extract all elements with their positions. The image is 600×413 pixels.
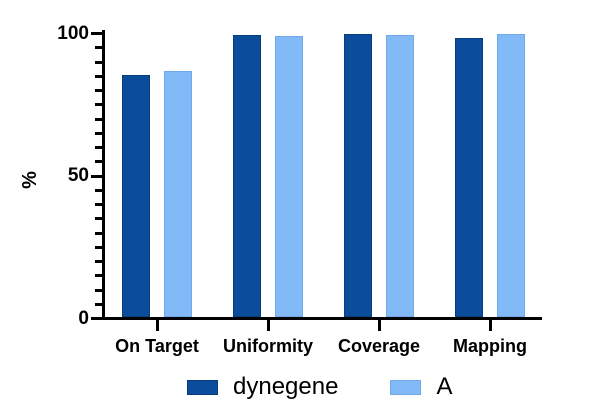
- y-minor-tick: [95, 74, 102, 78]
- y-minor-tick: [95, 245, 102, 249]
- y-major-tick: [91, 32, 102, 35]
- legend-item-a: A: [390, 373, 452, 401]
- y-minor-tick: [95, 203, 102, 206]
- y-minor-tick: [95, 131, 102, 135]
- legend-swatch-a: [390, 379, 422, 395]
- y-axis-line: [102, 30, 105, 320]
- bar-a-uniformity: [275, 36, 303, 317]
- y-minor-tick: [95, 89, 102, 92]
- x-category-label-coverage: Coverage: [337, 336, 421, 356]
- x-tick: [155, 320, 159, 331]
- bar-dynegene-uniformity: [233, 35, 261, 317]
- y-minor-tick: [95, 302, 102, 306]
- y-minor-tick: [95, 260, 102, 263]
- legend-label-a: A: [436, 373, 453, 400]
- legend-item-dynegene: dynegene: [187, 373, 338, 401]
- bar-dynegene-mapping: [455, 38, 483, 317]
- x-category-label-mapping: Mapping: [453, 336, 527, 356]
- x-tick: [266, 320, 270, 331]
- legend-swatch-dynegene: [187, 379, 218, 395]
- bar-a-mapping: [497, 34, 525, 317]
- x-category-label-uniformity: Uniformity: [223, 336, 313, 356]
- y-tick-label: 50: [67, 165, 89, 186]
- y-minor-tick: [95, 160, 102, 164]
- legend: dynegene A: [187, 373, 452, 401]
- bar-a-coverage: [386, 34, 414, 317]
- y-minor-tick: [95, 217, 102, 221]
- y-minor-tick: [95, 146, 102, 149]
- y-minor-tick: [95, 274, 102, 278]
- x-category-label-on-target: On Target: [115, 336, 199, 356]
- y-minor-tick: [95, 188, 102, 192]
- x-tick: [377, 320, 381, 331]
- legend-label-dynegene: dynegene: [233, 373, 339, 400]
- y-tick-label: 100: [57, 22, 89, 44]
- bar-dynegene-coverage: [344, 34, 372, 317]
- y-tick-label: 0: [78, 307, 89, 329]
- x-axis-line: [102, 317, 542, 320]
- y-minor-tick: [95, 46, 102, 50]
- y-minor-tick: [95, 103, 102, 107]
- y-major-tick: [91, 174, 102, 178]
- y-minor-tick: [95, 60, 102, 64]
- y-minor-tick: [95, 117, 102, 121]
- bar-dynegene-on-target: [122, 74, 150, 317]
- y-minor-tick: [95, 288, 102, 292]
- y-major-tick: [91, 317, 102, 320]
- bar-a-on-target: [164, 71, 192, 317]
- y-minor-tick: [95, 231, 102, 235]
- x-tick: [488, 320, 492, 331]
